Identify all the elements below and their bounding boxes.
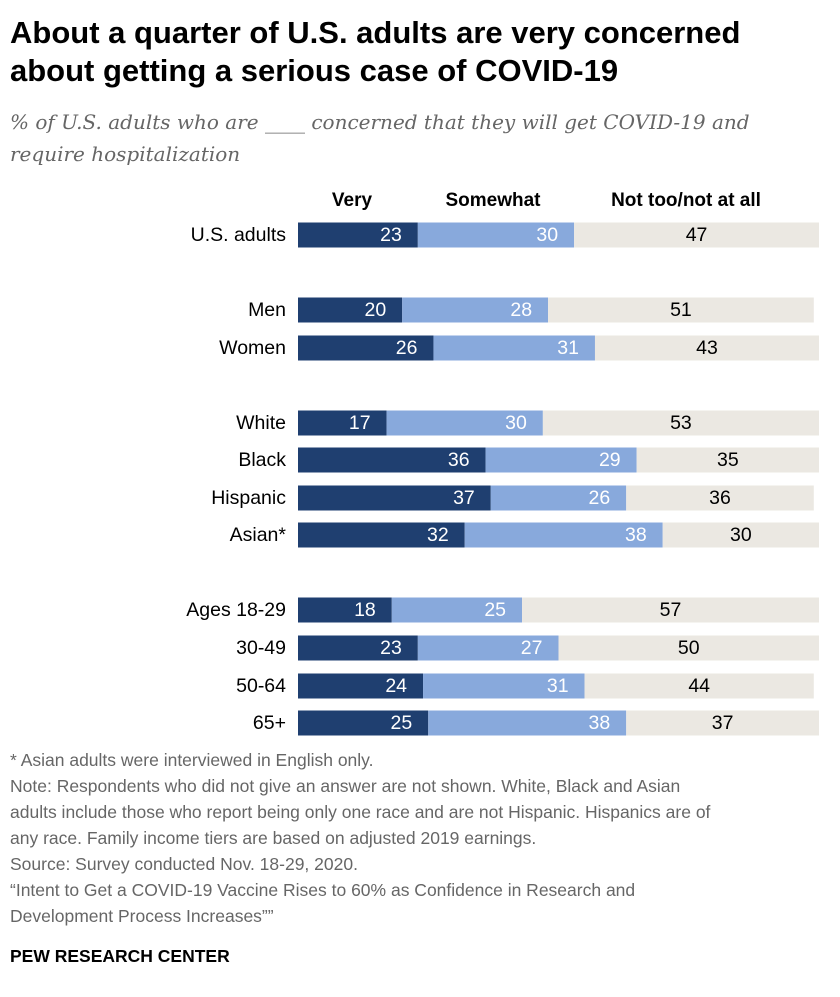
data-label: 32 bbox=[427, 524, 449, 546]
bar-somewhat bbox=[423, 673, 585, 699]
source-brand: PEW RESEARCH CENTER bbox=[10, 946, 230, 966]
bar-somewhat bbox=[433, 335, 595, 361]
data-label: 29 bbox=[599, 449, 621, 471]
footnote-line: * Asian adults were interviewed in Engli… bbox=[10, 750, 374, 770]
bar-very bbox=[298, 597, 392, 623]
category-label: Hispanic bbox=[211, 487, 286, 509]
category-label: 30-49 bbox=[236, 637, 286, 659]
category-label: Black bbox=[238, 449, 286, 471]
title-line-2: about getting a serious case of COVID-19 bbox=[10, 53, 619, 88]
bar-somewhat bbox=[391, 597, 523, 623]
category-label: Men bbox=[248, 299, 286, 321]
bar-not-too bbox=[574, 222, 819, 248]
footnotes: * Asian adults were interviewed in Engli… bbox=[10, 747, 830, 929]
legend-somewhat: Somewhat bbox=[445, 190, 541, 211]
bar-not-too bbox=[548, 297, 814, 323]
stacked-bar-chart: Very Somewhat Not too/not at all U.S. adult… bbox=[186, 190, 819, 736]
footnote-line: “Intent to Get a COVID-19 Vaccine Rises … bbox=[10, 880, 636, 900]
data-label: 31 bbox=[547, 675, 569, 697]
bar-somewhat bbox=[428, 710, 627, 736]
category-label: Ages 18-29 bbox=[186, 599, 286, 621]
bar-somewhat bbox=[402, 297, 549, 323]
footnote-line: Source: Survey conducted Nov. 18-29, 202… bbox=[10, 854, 358, 874]
bar-very bbox=[298, 485, 491, 511]
bar-somewhat bbox=[464, 522, 663, 548]
bar-very bbox=[298, 447, 486, 473]
bar-not-too bbox=[558, 635, 819, 661]
category-label: 50-64 bbox=[236, 675, 286, 697]
data-label: 30 bbox=[730, 524, 752, 546]
bar-not-too bbox=[594, 335, 819, 361]
data-label: 38 bbox=[625, 524, 647, 546]
data-label: 44 bbox=[688, 675, 710, 697]
bar-very bbox=[298, 222, 418, 248]
chart-title: About a quarter of U.S. adults are very … bbox=[10, 14, 810, 90]
data-label: 23 bbox=[380, 224, 402, 246]
data-label: 26 bbox=[589, 487, 611, 509]
title-line-1: About a quarter of U.S. adults are very … bbox=[10, 15, 741, 50]
category-label: Asian* bbox=[230, 524, 287, 546]
subtitle-line-1: % of U.S. adults who are ____ concerned … bbox=[10, 110, 750, 134]
data-label: 43 bbox=[696, 337, 718, 359]
bar-somewhat bbox=[490, 485, 627, 511]
bar-very bbox=[298, 635, 418, 661]
data-label: 20 bbox=[364, 299, 386, 321]
footnote-line: adults include those who report being on… bbox=[10, 802, 711, 822]
data-label: 30 bbox=[536, 224, 558, 246]
bar-not-too bbox=[584, 673, 814, 699]
data-label: 25 bbox=[391, 712, 413, 734]
footnote-line: Note: Respondents who did not give an an… bbox=[10, 776, 681, 796]
bar-not-too bbox=[636, 447, 819, 473]
data-label: 23 bbox=[380, 637, 402, 659]
bar-not-too bbox=[626, 710, 819, 736]
data-label: 35 bbox=[717, 449, 739, 471]
data-label: 37 bbox=[712, 712, 734, 734]
data-label: 25 bbox=[484, 599, 506, 621]
bar-very bbox=[298, 335, 434, 361]
category-label: White bbox=[236, 412, 286, 434]
footnote-line: Development Process Increases”” bbox=[10, 906, 274, 926]
legend-very: Very bbox=[332, 190, 373, 211]
bar-very bbox=[298, 710, 429, 736]
bar-somewhat bbox=[386, 410, 543, 436]
data-label: 36 bbox=[709, 487, 731, 509]
data-label: 47 bbox=[686, 224, 708, 246]
data-label: 30 bbox=[505, 412, 527, 434]
bar-very bbox=[298, 522, 465, 548]
category-label: Women bbox=[219, 337, 286, 359]
bar-very bbox=[298, 673, 424, 699]
bar-somewhat bbox=[417, 635, 559, 661]
data-label: 31 bbox=[557, 337, 579, 359]
data-label: 57 bbox=[660, 599, 682, 621]
data-label: 27 bbox=[521, 637, 543, 659]
category-label: 65+ bbox=[253, 712, 286, 734]
bar-somewhat bbox=[417, 222, 575, 248]
bar-not-too bbox=[542, 410, 819, 436]
legend-not-too-not-at-all: Not too/not at all bbox=[611, 190, 761, 211]
category-label: U.S. adults bbox=[191, 224, 287, 246]
data-label: 17 bbox=[349, 412, 371, 434]
data-label: 26 bbox=[396, 337, 418, 359]
data-label: 51 bbox=[670, 299, 692, 321]
bar-not-too bbox=[522, 597, 819, 623]
bar-somewhat bbox=[485, 447, 637, 473]
data-label: 28 bbox=[510, 299, 532, 321]
data-label: 24 bbox=[385, 675, 407, 697]
data-label: 37 bbox=[453, 487, 475, 509]
data-label: 36 bbox=[448, 449, 470, 471]
chart-subtitle: % of U.S. adults who are ____ concerned … bbox=[10, 106, 810, 170]
data-label: 53 bbox=[670, 412, 692, 434]
data-label: 38 bbox=[589, 712, 611, 734]
bar-not-too bbox=[626, 485, 814, 511]
bar-very bbox=[298, 297, 403, 323]
footnote-line: any race. Family income tiers are based … bbox=[10, 828, 537, 848]
bar-very bbox=[298, 410, 387, 436]
bar-not-too bbox=[662, 522, 819, 548]
subtitle-line-2: require hospitalization bbox=[10, 142, 241, 166]
data-label: 50 bbox=[678, 637, 700, 659]
data-label: 18 bbox=[354, 599, 376, 621]
